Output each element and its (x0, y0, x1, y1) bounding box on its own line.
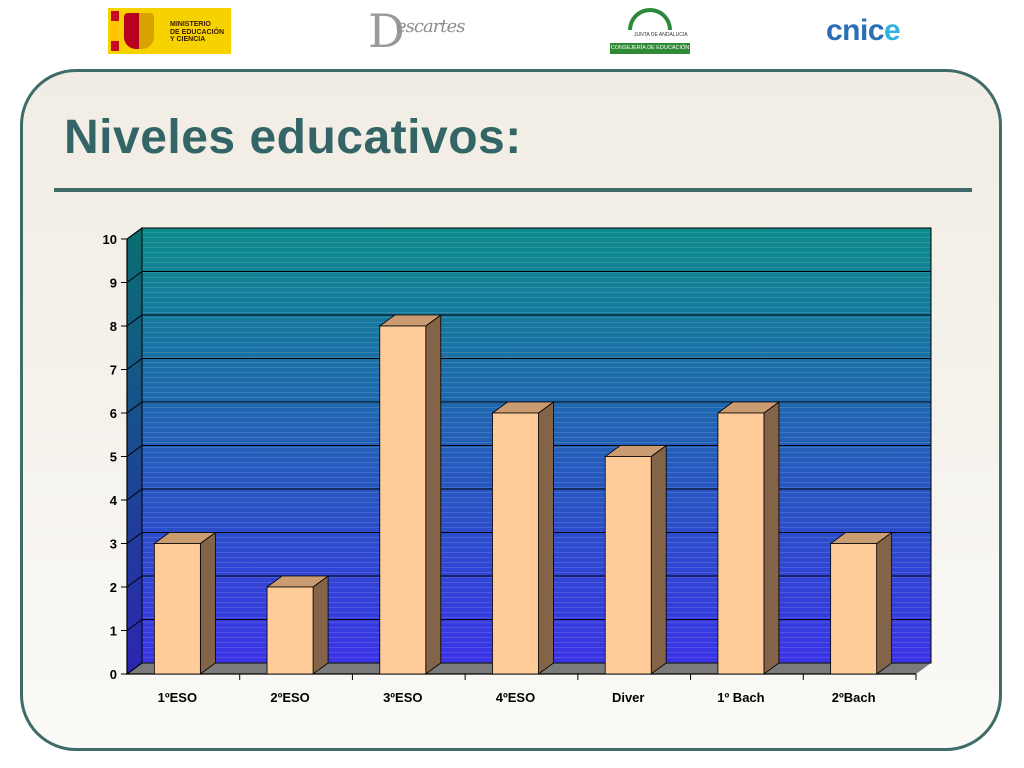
bar-side (763, 401, 780, 675)
y-tick-label: 7 (110, 363, 117, 378)
y-tick-label: 3 (110, 537, 117, 552)
bar-side (650, 444, 667, 675)
descartes-logo: D escartes (368, 8, 468, 56)
descartes-logo-word: escartes (396, 16, 465, 37)
x-tick-label: 1º Bach (717, 690, 764, 705)
bar-side (876, 531, 893, 675)
cnice-logo: cnice (826, 14, 901, 48)
ministerio-logo-text: MINISTERIO DE EDUCACIÓN Y CIENCIA (170, 21, 225, 43)
x-tick-label: Diver (612, 690, 645, 705)
x-tick-label: 1ºESO (158, 690, 197, 705)
y-tick-label: 5 (110, 450, 117, 465)
bar-side (312, 575, 329, 675)
y-tick-label: 8 (110, 319, 117, 334)
bar (266, 586, 314, 675)
junta-logo-band-text: CONSEJERÍA DE EDUCACIÓN (610, 43, 690, 54)
x-tick-label: 2ºBach (832, 690, 876, 705)
junta-emblem-icon (628, 8, 672, 30)
descartes-logo-initial: D (368, 4, 405, 58)
y-tick-label: 9 (110, 276, 117, 291)
bar-side (538, 401, 554, 675)
bar-chart-svg: 0 1 2 3 4 5 6 7 8 9 10 1ºESO 2ºESO 3ºESO 4ºESO Diver 1º … (103, 227, 932, 705)
title-divider (54, 188, 972, 192)
y-tick-label: 0 (110, 667, 117, 682)
x-tick-label: 4ºESO (496, 690, 535, 705)
bar (717, 412, 765, 675)
y-tick-label: 2 (110, 580, 117, 595)
bar-side (425, 314, 442, 675)
coat-of-arms-icon (124, 13, 154, 49)
junta-logo-subtext: JUNTA DE ANDALUCIA (634, 32, 688, 38)
bar (604, 456, 652, 675)
cnice-logo-main: cnic (826, 14, 885, 47)
bar (379, 325, 427, 675)
bar (153, 543, 201, 675)
bar-chart: 0 1 2 3 4 5 6 7 8 9 10 1ºESO 2ºESO 3ºESO 4ºESO Diver 1º … (80, 222, 940, 717)
ministerio-logo: MINISTERIO DE EDUCACIÓN Y CIENCIA (108, 8, 231, 54)
junta-andalucia-logo: JUNTA DE ANDALUCIA CONSEJERÍA DE EDUCACI… (610, 6, 690, 54)
spain-flag-icon (111, 11, 119, 51)
y-tick-label: 10 (103, 232, 117, 247)
cnice-logo-accent: e (884, 14, 901, 47)
x-tick-label: 2ºESO (270, 690, 309, 705)
bar (830, 543, 878, 675)
bar-side (199, 531, 216, 675)
header-logos: MINISTERIO DE EDUCACIÓN Y CIENCIA D esca… (0, 0, 1024, 62)
y-tick-label: 1 (110, 624, 117, 639)
y-tick-label: 6 (110, 406, 117, 421)
bar (492, 412, 539, 675)
x-tick-label: 3ºESO (383, 690, 422, 705)
y-tick-label: 4 (110, 493, 118, 508)
slide-title: Niveles educativos: (64, 111, 522, 164)
